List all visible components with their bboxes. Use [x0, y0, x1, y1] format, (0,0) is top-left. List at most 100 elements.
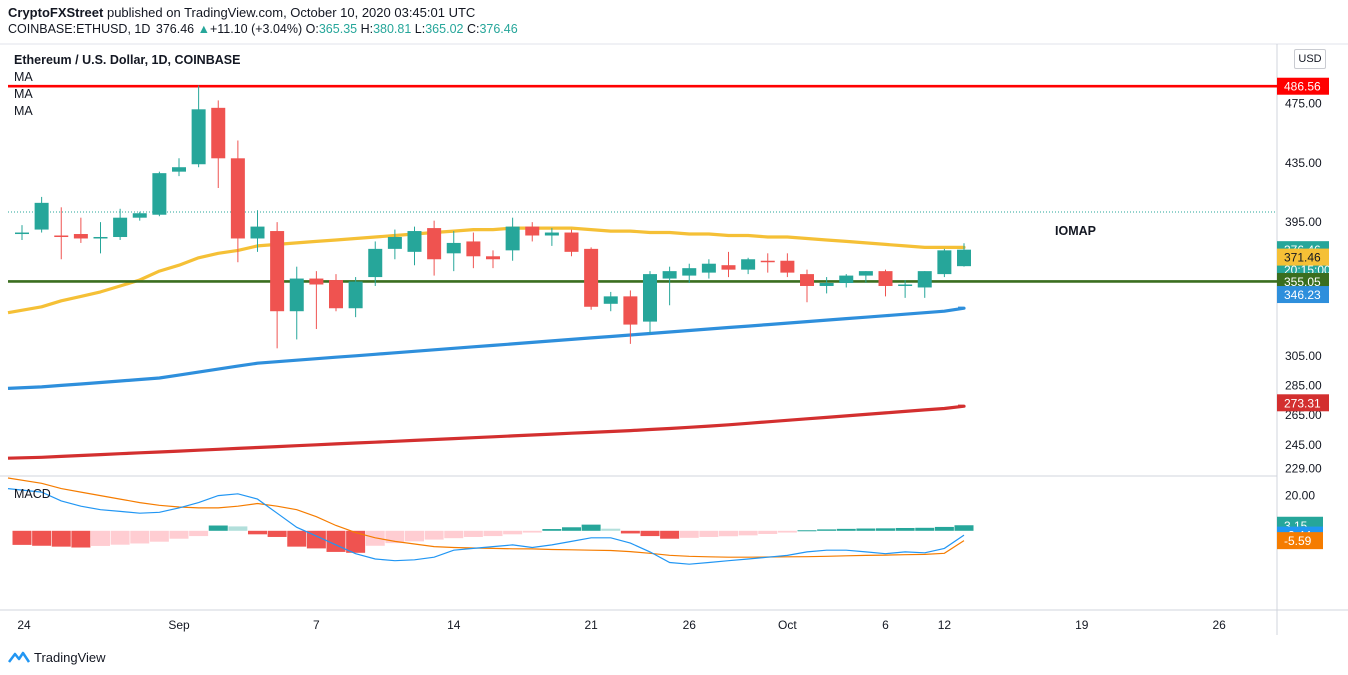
tradingview-icon: [8, 651, 30, 663]
high-label: H:: [360, 22, 374, 36]
price-tag-badge: [1277, 272, 1329, 290]
time-tick-label: 19: [1075, 618, 1089, 632]
candle-body: [132, 213, 147, 218]
candle-body: [898, 284, 913, 286]
macd-tag-badge: [1277, 532, 1323, 550]
macd-histogram-bar: [797, 530, 817, 532]
candle-body: [917, 271, 932, 288]
macd-histogram-bar: [640, 530, 660, 537]
ma-legend-1[interactable]: MA: [14, 70, 33, 84]
candle-body: [544, 232, 559, 236]
macd-histogram-bar: [758, 530, 778, 534]
up-arrow-icon: ▲: [197, 22, 210, 36]
macd-legend[interactable]: MACD: [14, 487, 51, 501]
candle-body: [93, 236, 108, 239]
macd-histogram-bar: [503, 530, 523, 535]
candle-body: [211, 107, 226, 159]
horizontal-levels: [8, 84, 1277, 283]
time-tick-label: 6: [882, 618, 889, 632]
ma-legend-2[interactable]: MA: [14, 87, 33, 101]
candle-body: [643, 274, 657, 322]
candle-body: [564, 232, 579, 252]
macd-histogram-bar: [267, 530, 287, 537]
close-label: C:: [466, 22, 480, 36]
macd-pane: [7, 477, 974, 565]
tradingview-logo[interactable]: TradingView: [8, 648, 106, 666]
candle-body: [760, 260, 775, 263]
macd-histogram-bar: [856, 528, 876, 531]
macd-histogram-bar: [915, 527, 935, 531]
time-axis[interactable]: 24 Sep 7 14 21 26 Oct 6 12 19 26: [17, 618, 1226, 632]
macd-histogram-bar: [287, 530, 307, 547]
candle-body: [368, 248, 383, 278]
candle-body: [584, 248, 599, 307]
price-tick-label: 305.00: [1285, 349, 1322, 363]
currency-button[interactable]: USD: [1294, 49, 1326, 69]
macd-histogram-bar: [954, 525, 974, 531]
candle-body: [427, 228, 442, 260]
macd-histogram-bar: [130, 530, 150, 544]
time-tick-label: Oct: [778, 618, 797, 632]
candle-body: [73, 234, 88, 239]
price-tick-label: 435.00: [1285, 156, 1322, 170]
candle-body: [15, 232, 29, 235]
macd-histogram-bar: [836, 528, 856, 531]
macd-histogram-bar: [208, 525, 228, 531]
low-label: L:: [414, 22, 426, 36]
macd-histogram-bar: [483, 530, 503, 537]
macd-histogram-bar: [346, 530, 366, 553]
candle-body: [505, 226, 520, 251]
macd-histogram-bar: [699, 530, 719, 537]
macd-histogram-bar: [189, 530, 209, 537]
price-axis[interactable]: 475.00 435.00 395.00 305.00 285.00 265.00 245.…: [1285, 96, 1322, 502]
price-tag-label: 355.05: [1284, 275, 1321, 289]
macd-histogram-bar: [934, 526, 954, 531]
macd-histogram-bar: [110, 530, 130, 545]
macd-histogram-bar: [542, 529, 562, 531]
brand-name: TradingView: [34, 649, 106, 665]
candle-body: [329, 280, 343, 309]
chart-title: Ethereum / U.S. Dollar, 1D, COINBASE: [14, 53, 241, 67]
ma-line-1: [7, 226, 966, 315]
moving-averages: [7, 226, 966, 460]
candle-body: [741, 259, 756, 270]
candle-body: [662, 271, 677, 279]
candle-body: [858, 271, 873, 276]
ma-line-3: [7, 404, 966, 460]
macd-histogram-bar: [228, 526, 248, 531]
macd-line: [7, 488, 965, 565]
macd-histogram-bar: [424, 530, 444, 540]
candle-body: [525, 226, 540, 236]
macd-signal-line: [7, 477, 965, 558]
macd-histogram-bar: [817, 529, 837, 531]
candle-body: [623, 296, 638, 325]
candle-body: [800, 274, 814, 286]
price-tick-label: 285.00: [1285, 378, 1322, 392]
candle-body: [780, 260, 795, 273]
ma-legend-3[interactable]: MA: [14, 104, 33, 118]
price-tag-badge: [1277, 248, 1329, 266]
macd-histogram-bar: [660, 530, 680, 539]
last-price: 376.46: [155, 22, 195, 36]
candle-body: [682, 268, 697, 276]
candle-body: [839, 275, 854, 284]
candle-body: [819, 283, 834, 286]
symbol-label: COINBASE:ETHUSD, 1D: [8, 22, 151, 36]
time-tick-label: 26: [683, 618, 697, 632]
price-tag-badge: [1277, 286, 1329, 304]
candle-body: [407, 231, 422, 252]
macd-histogram-bar: [738, 530, 758, 536]
candle-body: [486, 256, 500, 260]
macd-histogram-bar: [248, 530, 267, 535]
macd-tag-label: -5.59: [1284, 534, 1312, 548]
price-tag-badge: [1277, 394, 1329, 412]
author-name[interactable]: CryptoFXStreet: [8, 5, 104, 20]
macd-histogram-bar: [32, 530, 52, 546]
change-value: +11.10 (+3.04%): [209, 22, 303, 36]
candle-body: [446, 242, 461, 254]
macd-histogram-bar: [51, 530, 71, 547]
price-tag-label: 273.31: [1284, 396, 1321, 410]
open-label: O:: [305, 22, 319, 36]
candle-body: [191, 109, 206, 165]
